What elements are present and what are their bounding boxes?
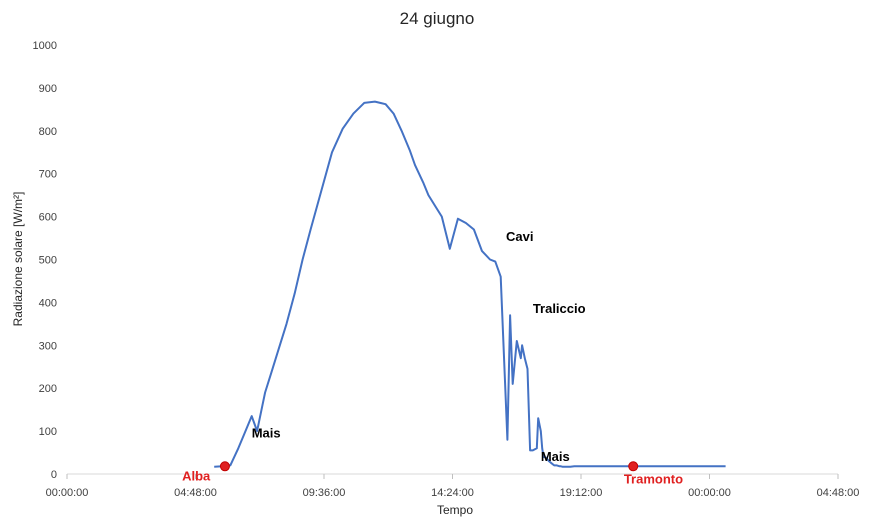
marker-tramonto bbox=[628, 461, 639, 472]
annotation-label: Alba bbox=[182, 468, 211, 483]
axes-group: 0 100 200 300 400 500 600 700 800 900 1000 00:00:00… bbox=[33, 40, 860, 499]
y-tick-label: 600 bbox=[39, 212, 57, 224]
chart-title: 24 giugno bbox=[400, 9, 475, 28]
x-tick-label: 04:48:00 bbox=[817, 487, 860, 499]
y-tick-label: 300 bbox=[39, 340, 57, 352]
y-tick-label: 200 bbox=[39, 383, 57, 395]
y-tick-label: 1000 bbox=[33, 40, 57, 52]
marker-alba bbox=[219, 461, 230, 472]
x-tick-label: 00:00:00 bbox=[688, 487, 731, 499]
annotation-label: Mais bbox=[252, 426, 281, 441]
x-tick-label: 09:36:00 bbox=[303, 487, 346, 499]
annotation-label: Mais bbox=[541, 449, 570, 464]
annotation-label: Traliccio bbox=[533, 301, 586, 316]
x-tick-label: 19:12:00 bbox=[560, 487, 603, 499]
series-group bbox=[214, 100, 726, 468]
annotations-group: Mais Cavi Traliccio Mais Alba Tramonto bbox=[182, 229, 683, 486]
y-tick-label: 400 bbox=[39, 297, 57, 309]
x-tick-label: 14:24:00 bbox=[431, 487, 474, 499]
x-tick-label: 04:48:00 bbox=[174, 487, 217, 499]
annotation-label: Cavi bbox=[506, 229, 533, 244]
y-tick-label: 900 bbox=[39, 83, 57, 95]
x-tick-label: 00:00:00 bbox=[46, 487, 89, 499]
annotation-label: Tramonto bbox=[624, 471, 683, 486]
y-tick-label: 100 bbox=[39, 426, 57, 438]
markers-group bbox=[219, 461, 639, 472]
y-tick-label: 800 bbox=[39, 126, 57, 138]
y-axis-label: Radiazione solare [W/m²] bbox=[11, 192, 25, 327]
y-tick-label: 0 bbox=[51, 469, 57, 481]
x-axis-label: Tempo bbox=[437, 503, 473, 517]
y-tick-label: 500 bbox=[39, 255, 57, 267]
y-tick-label: 700 bbox=[39, 169, 57, 181]
radiation-series-line bbox=[214, 100, 726, 468]
